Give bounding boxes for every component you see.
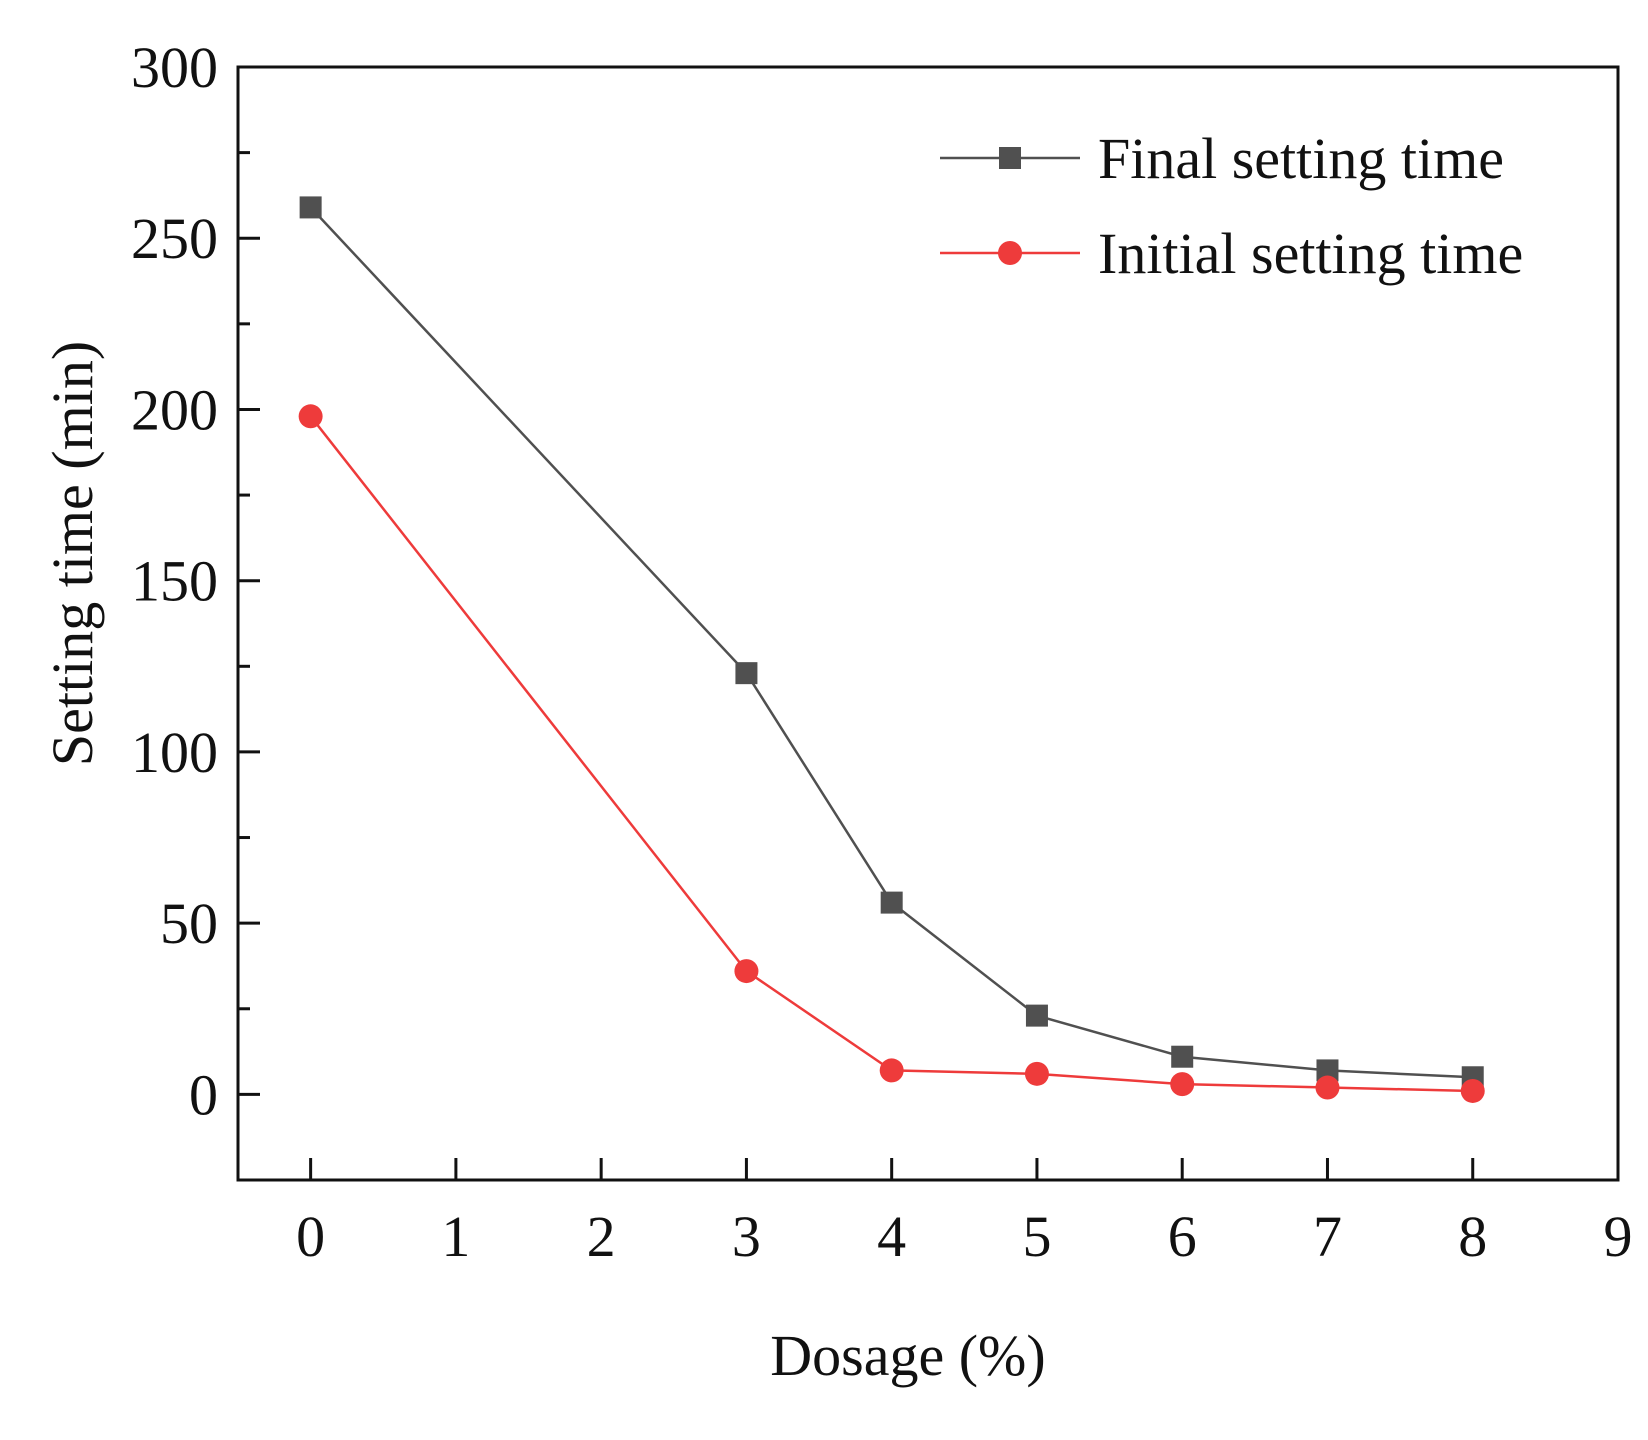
- series-line-initial: [309, 415, 1473, 1093]
- x-tick-label: 6: [1168, 1204, 1197, 1269]
- data-point-initial: [1315, 1075, 1340, 1100]
- y-tick-label: 50: [160, 891, 218, 956]
- y-tick-label: 100: [131, 720, 218, 785]
- x-tick-label: 3: [732, 1204, 761, 1269]
- legend-marker-initial: [998, 241, 1022, 265]
- data-point-final: [299, 196, 322, 219]
- x-axis-title: Dosage (%): [770, 1323, 1045, 1388]
- x-tick-label: 8: [1458, 1204, 1487, 1269]
- y-tick-label: 250: [131, 206, 218, 271]
- series-line-final: [309, 206, 1473, 1079]
- data-point-initial: [1024, 1061, 1049, 1086]
- x-tick-label: 2: [587, 1204, 616, 1269]
- x-tick-label: 1: [441, 1204, 470, 1269]
- y-tick-label: 200: [131, 377, 218, 442]
- legend: Final setting time Initial setting time: [940, 126, 1523, 286]
- legend-label-initial: Initial setting time: [1098, 221, 1523, 286]
- y-tick-label: 0: [189, 1062, 218, 1127]
- legend-label-final: Final setting time: [1098, 126, 1504, 191]
- ticks-layer: 0 1 2 3 4 5 6 7 8 9 0 50 100 150 200 250 300: [131, 35, 1633, 1269]
- data-point-final: [735, 662, 758, 685]
- data-point-final: [880, 891, 903, 914]
- y-tick-label: 300: [131, 35, 218, 100]
- y-axis-title: Setting time (min): [40, 341, 105, 766]
- data-point-final: [1316, 1059, 1339, 1082]
- y-tick-label: 150: [131, 549, 218, 614]
- data-point-final: [1171, 1045, 1194, 1068]
- data-point-initial: [298, 404, 323, 429]
- x-tick-label: 7: [1313, 1204, 1342, 1269]
- legend-marker-final: [999, 147, 1021, 169]
- data-point-initial: [734, 959, 759, 984]
- plot-frame: [236, 65, 1620, 1182]
- series-layer: [298, 196, 1485, 1103]
- data-point-initial: [1460, 1078, 1485, 1103]
- x-tick-label: 0: [296, 1204, 325, 1269]
- x-tick-label: 5: [1022, 1204, 1051, 1269]
- data-point-initial: [879, 1058, 904, 1083]
- x-tick-label: 4: [877, 1204, 906, 1269]
- data-point-final: [1025, 1004, 1048, 1027]
- data-point-initial: [1170, 1072, 1195, 1097]
- x-tick-label: 9: [1604, 1204, 1633, 1269]
